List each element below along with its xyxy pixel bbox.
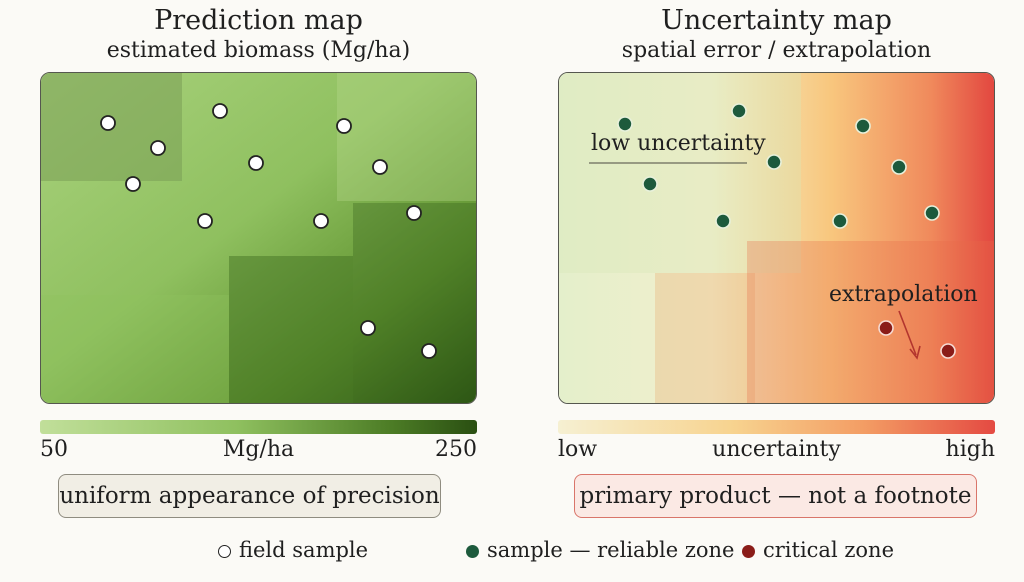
uncertainty-map-title: Uncertainty map [661,5,892,36]
uncertainty-sample-group [617,103,956,359]
reliable-sample-marker [642,176,658,192]
uncertainty-block-mid [655,273,755,403]
legend-field-sample-label: field sample [239,538,369,562]
prediction-block-se [353,203,476,403]
prediction-block-center [229,256,353,403]
uncertainty-colorbar [558,420,995,434]
reliable-sample-marker [832,213,848,229]
reliable-sample-marker [766,154,782,170]
legend-reliable-label: sample — reliable zone [487,538,735,562]
legend-field-sample: field sample [218,537,368,563]
uncertainty-block-high [747,241,994,403]
low-uncertainty-label: low uncertainty [591,131,766,156]
uncertainty-map-subtitle: spatial error / extrapolation [621,38,932,63]
legend-critical-label: critical zone [763,538,895,562]
field-sample-marker [197,213,213,229]
field-sample-marker [100,115,116,131]
reliable-sample-marker [855,118,871,134]
field-sample-marker [150,140,166,156]
critical-sample-marker [878,320,894,336]
field-sample-marker [372,159,388,175]
extrapolation-arrow [898,310,917,356]
uncertainty-block-low [559,73,801,273]
prediction-block-ne [337,73,476,201]
critical-sample-swatch [742,545,755,558]
legend-critical-zone: critical zone [742,537,894,563]
uncertainty-scale-max: high [945,437,995,462]
extrapolation-arrowhead [909,345,921,360]
uncertainty-scale-min: low [558,437,598,462]
critical-sample-marker [940,343,956,359]
field-sample-marker [248,155,264,171]
field-sample-marker [336,118,352,134]
field-sample-marker [421,343,437,359]
prediction-map-title: Prediction map [154,5,363,36]
field-sample-marker [360,320,376,336]
biomass-scale-min: 50 [40,437,68,462]
field-sample-marker [125,176,141,192]
extrapolation-label: extrapolation [829,282,978,307]
reliable-sample-swatch [466,545,479,558]
prediction-map-canvas [41,73,476,403]
field-sample-swatch [218,545,231,558]
field-sample-group [100,103,437,359]
legend-reliable-zone: sample — reliable zone [466,537,735,563]
field-sample-marker [212,103,228,119]
reliable-sample-marker [715,213,731,229]
biomass-scale-unit: Mg/ha [222,437,295,462]
field-sample-marker [313,213,329,229]
uncertainty-map: low uncertainty extrapolation [558,72,995,404]
uncertainty-scale-unit: uncertainty [712,437,841,462]
biomass-scale-max: 250 [435,437,477,462]
reliable-sample-marker [731,103,747,119]
field-sample-marker [406,205,422,221]
reliable-sample-marker [617,116,633,132]
reliable-sample-marker [891,159,907,175]
precision-note: uniform appearance of precision [58,474,441,518]
prediction-map-subtitle: estimated biomass (Mg/ha) [106,38,411,63]
prediction-block-sw [41,295,229,403]
prediction-map [40,72,477,404]
biomass-colorbar [40,420,477,434]
reliable-sample-marker [924,205,940,221]
primary-product-note: primary product — not a footnote [574,474,977,518]
uncertainty-map-canvas [559,73,994,403]
